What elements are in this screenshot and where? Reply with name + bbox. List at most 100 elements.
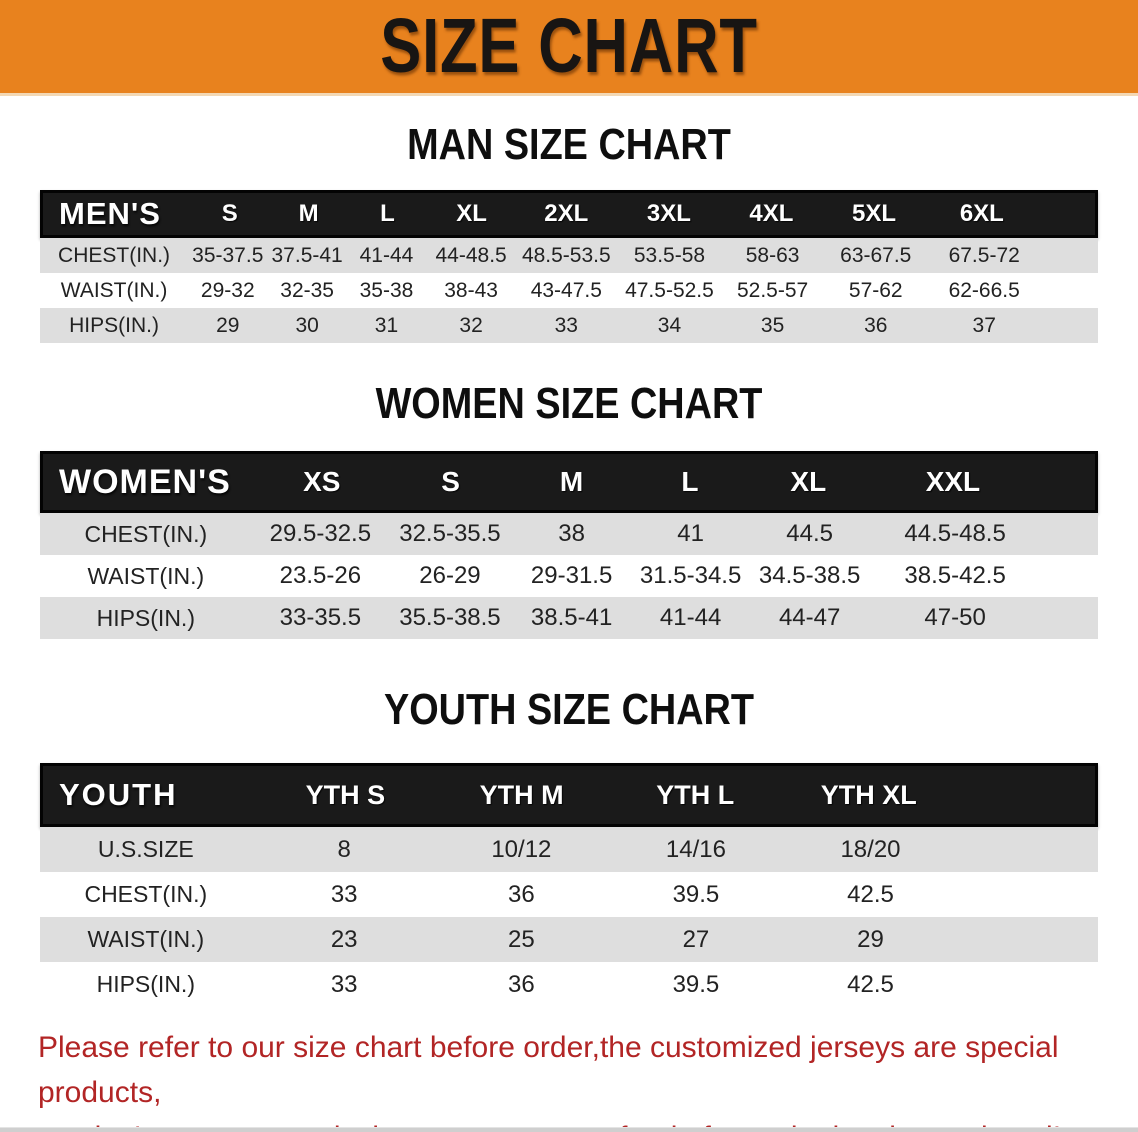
men-hips-row: HIPS(IN.) 29 30 31 32 33 34 35 36 37 (40, 308, 1098, 343)
women-size-col-s: S (441, 466, 460, 497)
youth-hips-value: 39.5 (672, 970, 720, 998)
women-chest-label: CHEST(IN.) (84, 520, 208, 547)
women-hips-row: HIPS(IN.) 33-35.5 35.5-38.5 38.5-41 41-4… (40, 597, 1098, 639)
men-section: MAN SIZE CHART MEN'S S M L XL 2XL 3XL 4X… (0, 122, 1138, 343)
youth-size-col-xl: YTH XL (820, 779, 917, 810)
men-corner-label: MEN'S (59, 196, 161, 231)
youth-chest-value: 39.5 (672, 880, 720, 908)
women-hips-label: HIPS(IN.) (96, 604, 195, 631)
women-size-col-xs: XS (303, 466, 341, 497)
youth-hips-value: 42.5 (847, 970, 894, 998)
youth-waist-row: WAIST(IN.) 23 25 27 29 (40, 917, 1098, 962)
women-chest-value: 29.5-32.5 (269, 520, 372, 547)
men-waist-value: 35-38 (359, 278, 414, 302)
men-size-col-l: L (380, 200, 395, 227)
youth-size-col-s: YTH S (305, 779, 386, 810)
women-waist-value: 31.5-34.5 (639, 562, 742, 589)
men-hips-value: 36 (864, 313, 888, 337)
youth-ussize-label: U.S.SIZE (97, 836, 194, 862)
youth-chest-value: 36 (508, 880, 535, 908)
men-chest-value: 63-67.5 (840, 243, 912, 267)
disclaimer: Please refer to our size chart before or… (38, 1025, 1100, 1132)
men-chest-value: 41-44 (359, 243, 414, 267)
youth-waist-label: WAIST(IN.) (87, 926, 205, 952)
bottom-edge-strip (0, 1127, 1138, 1132)
women-heading: WOMEN SIZE CHART (375, 379, 763, 428)
youth-ussize-row: U.S.SIZE 8 10/12 14/16 18/20 (40, 827, 1098, 872)
disclaimer-line-2: we don't accept cancel, change, teturn o… (38, 1115, 1100, 1132)
men-hips-label: HIPS(IN.) (69, 313, 159, 337)
women-size-col-xxl: XXL (925, 466, 981, 497)
men-hips-value: 30 (295, 313, 319, 337)
women-size-col-m: M (559, 466, 584, 497)
men-waist-value: 57-62 (848, 278, 903, 302)
men-waist-value: 62-66.5 (948, 278, 1020, 302)
women-waist-row: WAIST(IN.) 23.5-26 26-29 29-31.5 31.5-34… (40, 555, 1098, 597)
women-chest-value: 38 (558, 520, 585, 547)
men-hips-value: 31 (374, 313, 399, 337)
youth-section: YOUTH SIZE CHART YOUTH YTH S YTH M YTH L… (0, 687, 1138, 1007)
youth-ussize-value: 14/16 (665, 835, 726, 863)
men-chest-value: 37.5-41 (271, 243, 343, 267)
women-waist-value: 26-29 (419, 562, 481, 589)
women-hips-value: 47-50 (924, 604, 986, 631)
men-chest-value: 48.5-53.5 (521, 243, 611, 267)
men-size-table: MEN'S S M L XL 2XL 3XL 4XL 5XL 6XL CHEST… (40, 190, 1098, 343)
women-hips-value: 35.5-38.5 (399, 604, 501, 631)
women-waist-value: 38.5-42.5 (904, 562, 1006, 589)
men-size-col-s: S (221, 200, 238, 227)
men-chest-label: CHEST(IN.) (58, 243, 171, 267)
men-heading: MAN SIZE CHART (407, 120, 731, 169)
youth-size-col-l: YTH L (656, 779, 735, 810)
men-waist-value: 29-32 (200, 278, 255, 302)
youth-waist-value: 27 (682, 925, 710, 953)
men-table-header-row: MEN'S S M L XL 2XL 3XL 4XL 5XL 6XL (40, 190, 1098, 238)
women-chest-value: 44.5 (786, 520, 833, 547)
men-waist-row: WAIST(IN.) 29-32 32-35 35-38 38-43 43-47… (40, 273, 1098, 308)
youth-hips-label: HIPS(IN.) (96, 971, 195, 997)
women-chest-value: 41 (677, 520, 704, 547)
women-size-table: WOMEN'S XS S M L XL XXL CHEST(IN.) 29.5-… (40, 451, 1098, 639)
youth-chest-value: 42.5 (847, 880, 894, 908)
men-waist-value: 32-35 (280, 278, 334, 302)
youth-heading: YOUTH SIZE CHART (383, 685, 754, 734)
youth-hips-value: 36 (508, 970, 535, 998)
youth-chest-row: CHEST(IN.) 33 36 39.5 42.5 (40, 872, 1098, 917)
youth-waist-value: 29 (857, 925, 884, 953)
men-waist-value: 38-43 (444, 278, 498, 302)
men-size-col-5xl: 5XL (851, 200, 896, 227)
women-waist-value: 29-31.5 (530, 562, 613, 589)
women-waist-value: 34.5-38.5 (758, 562, 861, 589)
women-chest-row: CHEST(IN.) 29.5-32.5 32.5-35.5 38 41 44.… (40, 513, 1098, 555)
youth-chest-label: CHEST(IN.) (84, 881, 208, 907)
disclaimer-line-1: Please refer to our size chart before or… (38, 1031, 1059, 1109)
women-hips-value: 41-44 (659, 604, 722, 631)
youth-corner-label: YOUTH (59, 777, 178, 812)
youth-ussize-value: 10/12 (491, 835, 552, 863)
men-hips-value: 37 (972, 313, 996, 337)
women-chest-value: 44.5-48.5 (904, 520, 1006, 547)
women-hips-value: 33-35.5 (279, 604, 362, 631)
youth-hips-value: 33 (330, 970, 358, 998)
banner: SIZE CHART (0, 0, 1138, 96)
women-hips-value: 44-47 (778, 604, 841, 631)
men-hips-value: 33 (554, 313, 578, 337)
men-waist-value: 52.5-57 (736, 278, 809, 302)
youth-ussize-value: 18/20 (840, 835, 901, 863)
women-waist-value: 23.5-26 (279, 562, 362, 589)
banner-title: SIZE CHART (380, 3, 758, 89)
women-chest-value: 32.5-35.5 (399, 520, 501, 547)
youth-waist-value: 25 (508, 925, 535, 953)
men-chest-value: 44-48.5 (435, 243, 507, 267)
men-size-col-xl: XL (456, 200, 487, 227)
youth-waist-value: 23 (330, 925, 358, 953)
women-corner-label: WOMEN'S (59, 462, 231, 501)
youth-ussize-value: 8 (337, 835, 351, 863)
men-chest-value: 35-37.5 (192, 243, 264, 267)
youth-hips-row: HIPS(IN.) 33 36 39.5 42.5 (40, 962, 1098, 1007)
women-waist-label: WAIST(IN.) (87, 562, 205, 589)
women-size-col-xl: XL (790, 466, 827, 497)
women-size-col-l: L (681, 466, 699, 497)
youth-size-table: YOUTH YTH S YTH M YTH L YTH XL U.S.SIZE … (40, 763, 1098, 1007)
